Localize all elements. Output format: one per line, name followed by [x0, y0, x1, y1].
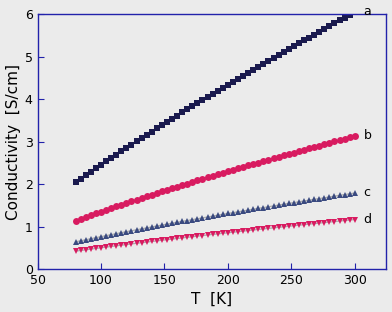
Text: a: a	[364, 5, 371, 18]
Text: d: d	[364, 213, 372, 226]
Text: b: b	[364, 129, 372, 143]
Text: c: c	[364, 187, 370, 199]
X-axis label: T  [K]: T [K]	[191, 291, 232, 306]
Y-axis label: Conductivity  [S/cm]: Conductivity [S/cm]	[5, 64, 20, 220]
